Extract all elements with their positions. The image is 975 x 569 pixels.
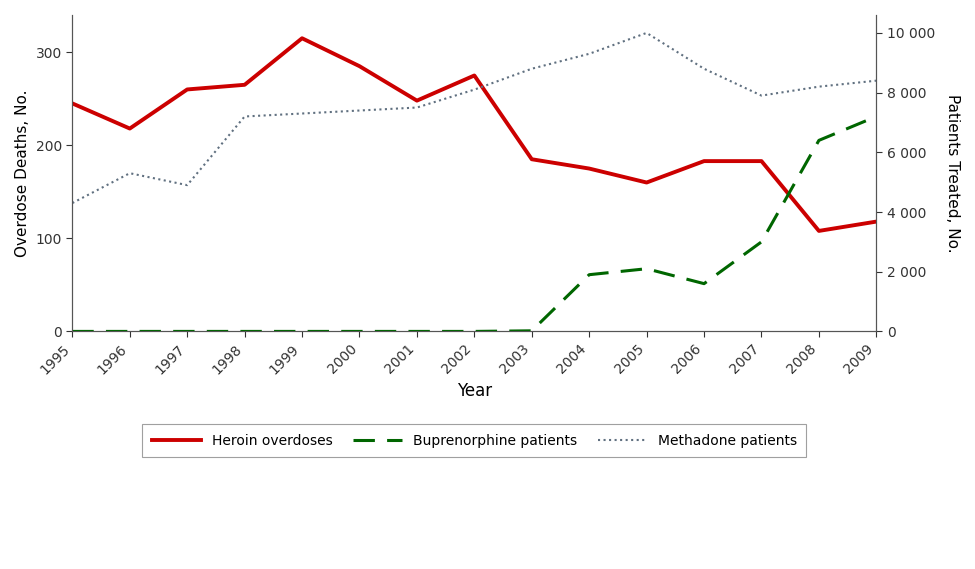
X-axis label: Year: Year [456,382,492,401]
Legend: Heroin overdoses, Buprenorphine patients, Methadone patients: Heroin overdoses, Buprenorphine patients… [142,424,806,457]
Y-axis label: Overdose Deaths, No.: Overdose Deaths, No. [15,89,30,257]
Y-axis label: Patients Treated, No.: Patients Treated, No. [945,94,960,253]
